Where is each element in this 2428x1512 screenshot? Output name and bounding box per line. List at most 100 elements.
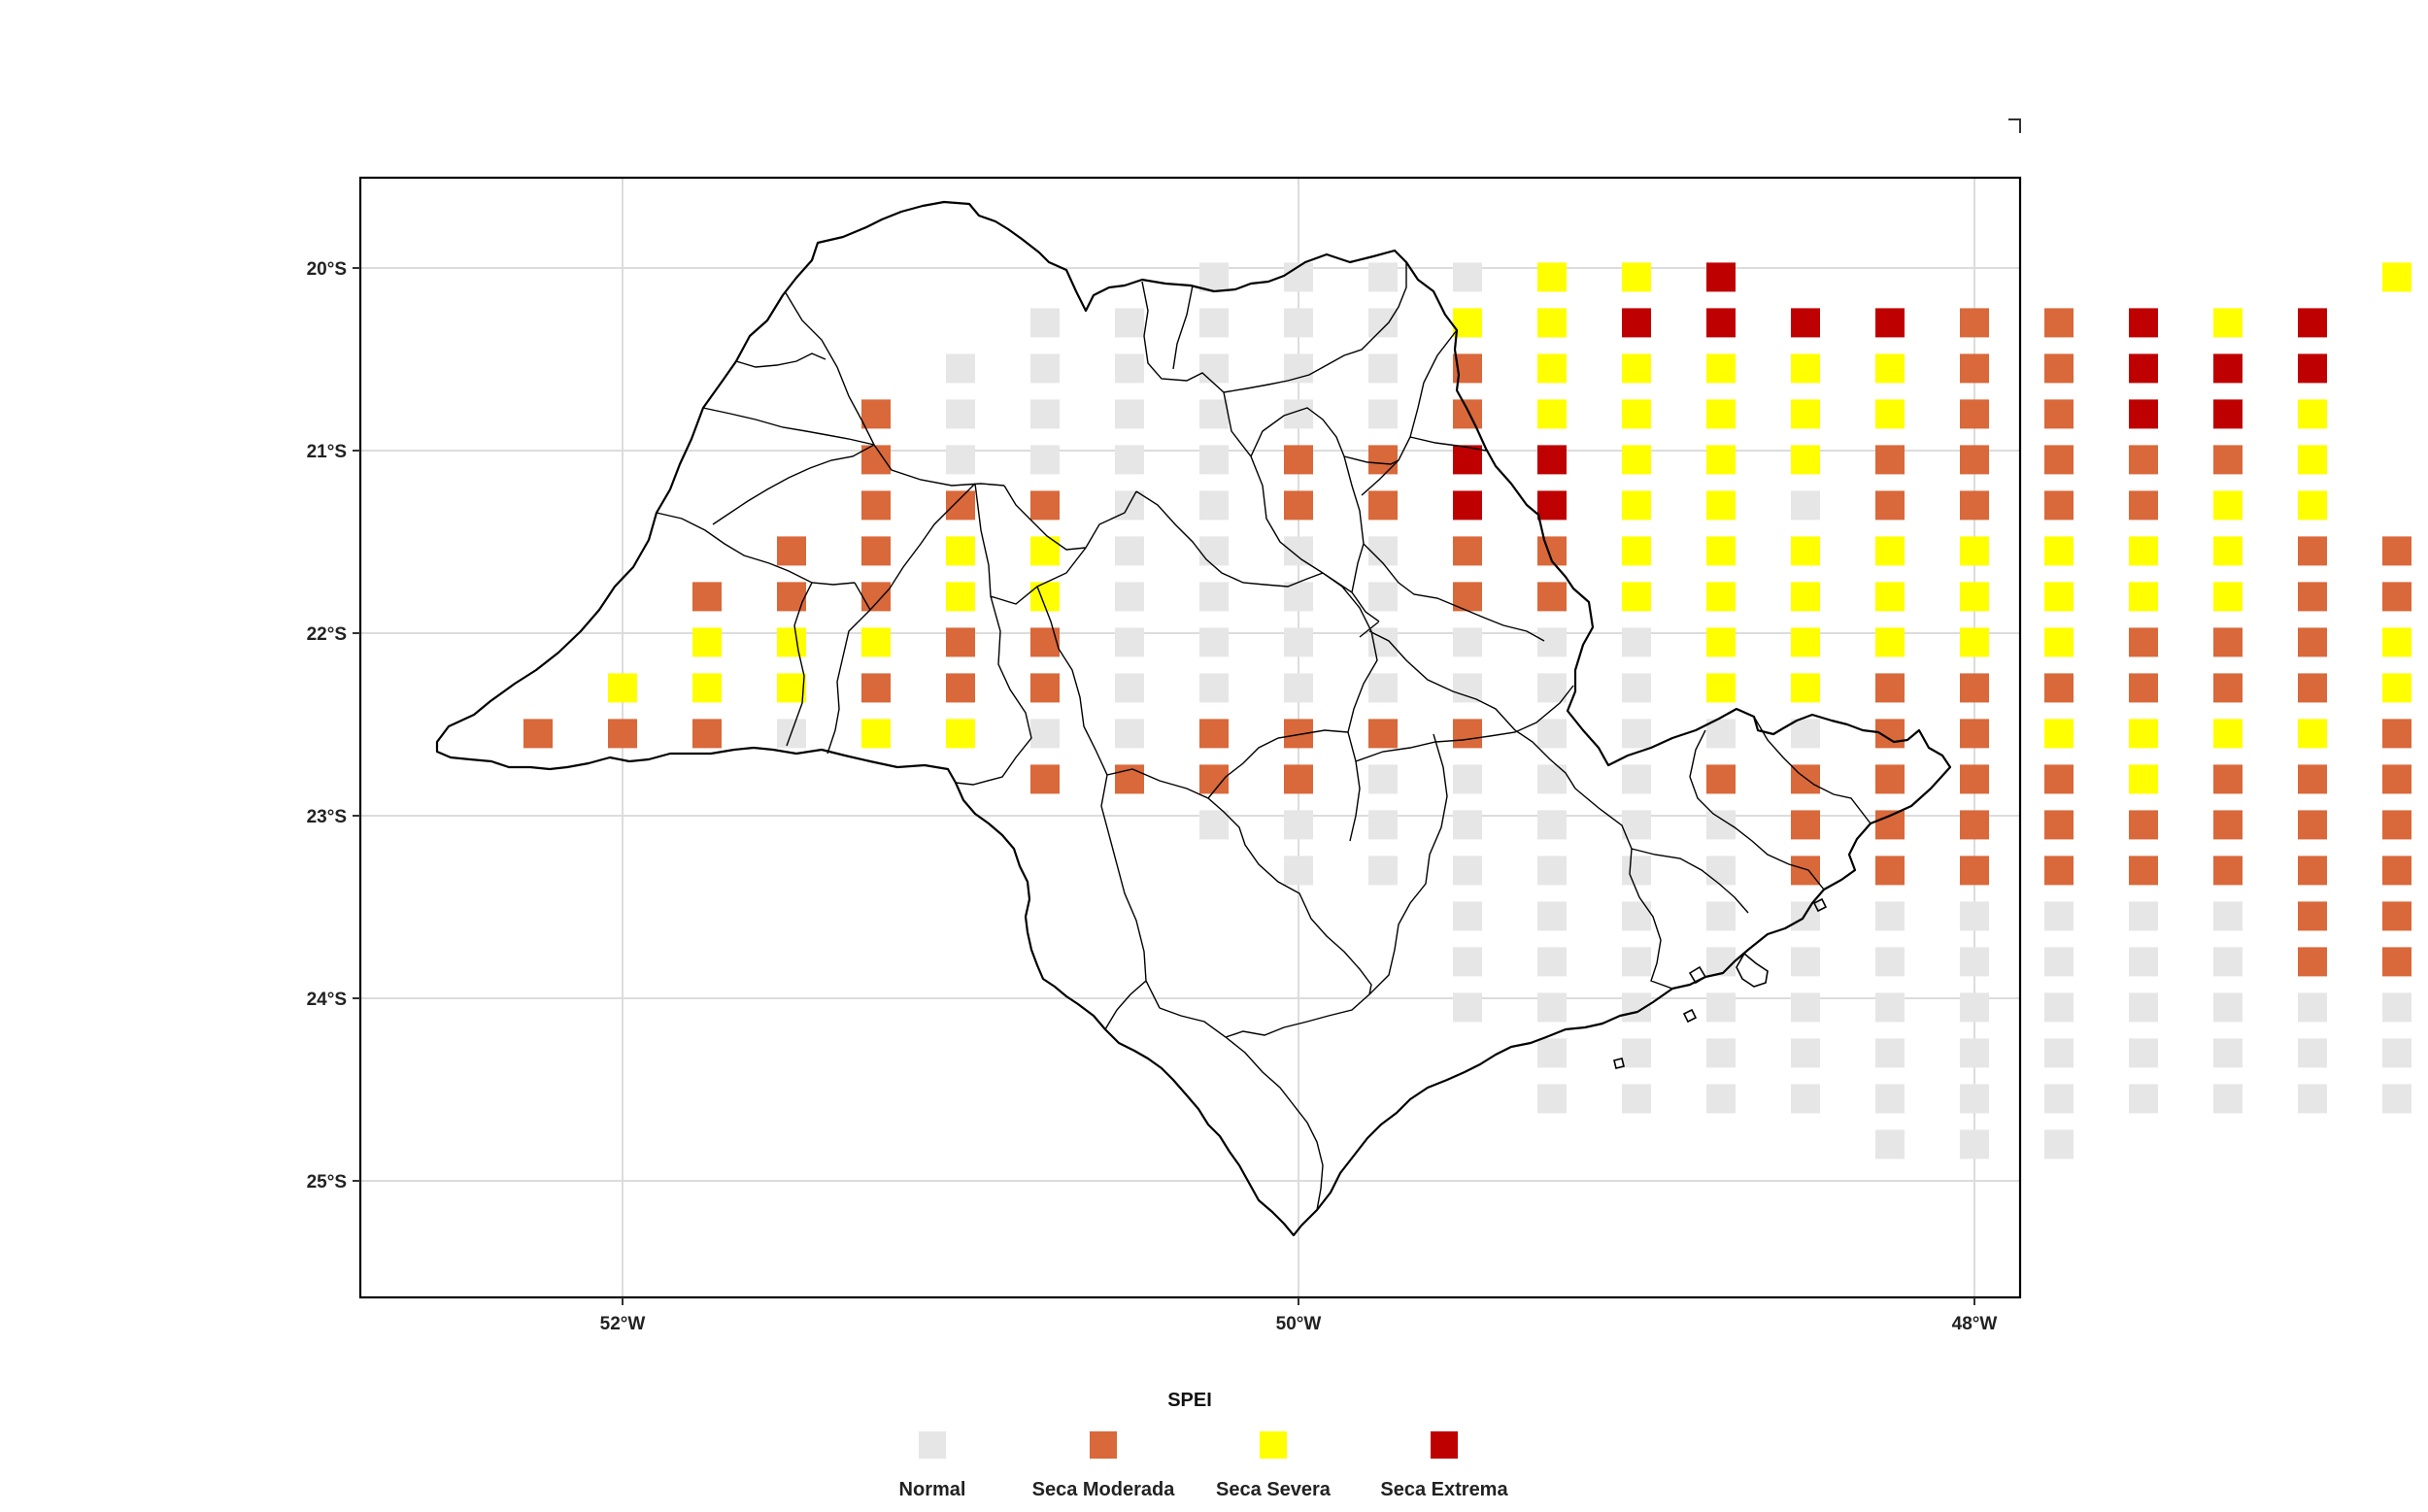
cell-normal	[1115, 673, 1144, 703]
cell-seca-severa	[2129, 764, 2158, 794]
legend-key-e	[1431, 1431, 1458, 1459]
cell-seca-moderada	[2044, 399, 2074, 429]
cell-normal	[1791, 1038, 1820, 1068]
cell-seca-severa	[777, 627, 806, 657]
cell-seca-moderada	[946, 490, 975, 521]
x-tick-label: 52°W	[600, 1314, 646, 1334]
cell-normal	[1622, 947, 1651, 977]
cell-seca-severa	[2213, 582, 2243, 612]
cell-normal	[2044, 901, 2074, 931]
cell-seca-severa	[2298, 490, 2327, 521]
cell-normal	[1537, 764, 1567, 794]
legend-key-n	[919, 1431, 946, 1459]
cell-seca-severa	[861, 719, 891, 749]
cell-seca-moderada	[2044, 673, 2074, 703]
cell-seca-severa	[1791, 582, 1820, 612]
legend-key-m	[1090, 1431, 1117, 1459]
cell-normal	[1706, 1038, 1736, 1068]
cell-normal	[1453, 262, 1482, 292]
legend-key-s	[1260, 1431, 1287, 1459]
cell-normal	[1284, 810, 1313, 840]
cell-seca-moderada	[1791, 856, 1820, 886]
cell-normal	[1537, 673, 1567, 703]
y-tick-label: 23°S	[307, 807, 347, 827]
cell-normal	[1453, 627, 1482, 657]
cell-seca-severa	[1537, 399, 1567, 429]
cell-seca-severa	[1875, 353, 1905, 384]
cell-seca-moderada	[1875, 856, 1905, 886]
cell-normal	[1368, 627, 1398, 657]
cell-normal	[1453, 673, 1482, 703]
cell-normal	[1875, 1038, 1905, 1068]
cell-seca-moderada	[2382, 901, 2411, 931]
cell-seca-moderada	[2213, 856, 2243, 886]
cell-seca-moderada	[2044, 490, 2074, 521]
cell-normal	[1622, 992, 1651, 1023]
cell-seca-moderada	[2298, 673, 2327, 703]
state-border	[435, 200, 1952, 1237]
cell-seca-moderada	[1030, 627, 1060, 657]
cell-seca-moderada	[1368, 490, 1398, 521]
cell-normal	[1284, 627, 1313, 657]
cell-normal	[1199, 810, 1229, 840]
cell-normal	[1284, 308, 1313, 338]
cell-normal	[1368, 582, 1398, 612]
x-tick-label: 48°W	[1952, 1314, 1998, 1334]
cell-seca-moderada	[1875, 445, 1905, 475]
corner-mark	[2008, 118, 2021, 133]
cell-normal	[1453, 856, 1482, 886]
cell-normal	[1368, 353, 1398, 384]
cell-normal	[2382, 1084, 2411, 1114]
cell-normal	[1537, 627, 1567, 657]
cell-seca-severa	[2213, 536, 2243, 566]
cell-normal	[1199, 490, 1229, 521]
cell-normal	[1622, 1038, 1651, 1068]
cell-normal	[946, 353, 975, 384]
cell-seca-severa	[1622, 490, 1651, 521]
cell-seca-moderada	[2044, 353, 2074, 384]
cell-seca-moderada	[2213, 627, 2243, 657]
cell-seca-extrema	[2298, 308, 2327, 338]
cell-seca-severa	[1622, 536, 1651, 566]
cell-normal	[1030, 719, 1060, 749]
x-tick-label: 50°W	[1276, 1314, 1322, 1334]
cell-seca-extrema	[1791, 308, 1820, 338]
cell-seca-severa	[1622, 353, 1651, 384]
sao-paulo-state-outline	[435, 200, 1952, 1237]
cell-normal	[1453, 947, 1482, 977]
cell-seca-severa	[2298, 719, 2327, 749]
region-borders	[656, 262, 1872, 1211]
cell-normal	[1706, 992, 1736, 1023]
cell-normal	[2129, 992, 2158, 1023]
cell-seca-severa	[2213, 490, 2243, 521]
cell-normal	[2213, 1084, 2243, 1114]
cell-normal	[946, 399, 975, 429]
y-tick-label: 24°S	[307, 990, 347, 1010]
cell-seca-extrema	[1537, 490, 1567, 521]
cell-seca-moderada	[1960, 399, 1989, 429]
cell-normal	[1453, 992, 1482, 1023]
cell-normal	[1622, 627, 1651, 657]
cell-seca-moderada	[2044, 764, 2074, 794]
cell-seca-moderada	[2044, 308, 2074, 338]
cell-normal	[1284, 353, 1313, 384]
cell-normal	[2044, 1084, 2074, 1114]
cell-seca-moderada	[2298, 536, 2327, 566]
y-tick-label: 25°S	[307, 1172, 347, 1193]
cell-seca-severa	[1706, 536, 1736, 566]
legend-title: SPEI	[1167, 1390, 1212, 1411]
cell-seca-moderada	[2129, 445, 2158, 475]
cell-seca-moderada	[1875, 490, 1905, 521]
cell-normal	[2213, 1038, 2243, 1068]
cell-seca-severa	[1706, 399, 1736, 429]
cell-normal	[1368, 673, 1398, 703]
cell-seca-moderada	[1368, 719, 1398, 749]
cell-seca-moderada	[777, 536, 806, 566]
cell-seca-extrema	[1875, 308, 1905, 338]
cell-seca-severa	[1875, 399, 1905, 429]
legend-label: Normal	[899, 1479, 966, 1500]
cell-seca-moderada	[1284, 764, 1313, 794]
cell-seca-extrema	[2129, 308, 2158, 338]
spei-cells	[523, 262, 2411, 1159]
cell-seca-moderada	[2129, 810, 2158, 840]
